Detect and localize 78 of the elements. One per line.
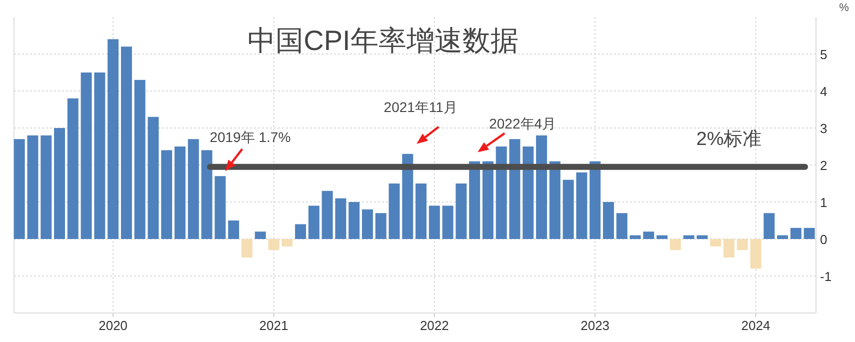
chart-title: 中国CPI年率增速数据: [248, 25, 518, 56]
bar: [228, 220, 240, 239]
y-tick-label: 2: [820, 158, 828, 173]
bar: [14, 139, 25, 239]
bar: [736, 239, 748, 250]
bar: [201, 150, 212, 239]
bar: [362, 209, 373, 239]
y-tick-label: 5: [820, 47, 828, 62]
bar: [549, 161, 560, 239]
bar: [696, 235, 708, 239]
bar: [616, 213, 628, 239]
bar: [335, 198, 346, 239]
bar: [67, 98, 78, 239]
bar: [214, 176, 226, 239]
annotation: 2019年 1.7%: [210, 129, 291, 146]
bar: [428, 206, 440, 239]
bar: [54, 128, 66, 239]
bar: [402, 154, 414, 239]
y-tick-label: 0: [820, 232, 828, 247]
bar: [456, 184, 467, 239]
bar: [268, 239, 280, 250]
bar: [322, 190, 333, 239]
bar: [348, 202, 360, 239]
bar: [710, 239, 722, 246]
annotation: 2021年11月: [384, 98, 458, 115]
bar: [576, 172, 588, 239]
y-tick-label: 3: [820, 121, 828, 136]
bar: [254, 232, 266, 239]
bar: [764, 213, 775, 239]
x-tick-label: 2021: [259, 318, 288, 333]
bar: [790, 228, 802, 239]
bar: [602, 202, 614, 239]
bar: [590, 161, 601, 239]
bar: [27, 135, 38, 239]
y-axis-title: %: [839, 2, 850, 14]
bar: [656, 235, 668, 239]
bar: [388, 184, 400, 239]
bar: [282, 239, 293, 246]
bar: [40, 135, 52, 239]
bar: [469, 161, 480, 239]
bar: [683, 235, 694, 239]
bar: [148, 116, 159, 239]
bar: [509, 139, 520, 239]
bar: [416, 184, 427, 239]
bar: [442, 206, 454, 239]
bar: [108, 39, 119, 239]
bar: [308, 206, 320, 239]
bar: [630, 235, 641, 239]
bar: [777, 235, 788, 239]
x-tick-label: 2022: [420, 318, 449, 333]
bar: [522, 146, 534, 239]
ref-line-label: 2%标准: [696, 128, 762, 150]
y-tick-label: -1: [820, 269, 832, 284]
bar: [120, 46, 132, 239]
bar: [643, 232, 654, 239]
x-tick-label: 2024: [741, 318, 770, 333]
bar: [174, 146, 186, 239]
bar: [496, 146, 507, 239]
bar: [188, 139, 199, 239]
bar: [80, 72, 92, 239]
bar: [536, 135, 548, 239]
annotation: 2022年4月: [489, 115, 556, 132]
bar: [94, 72, 106, 239]
bar: [670, 239, 681, 250]
y-tick-label: 4: [820, 84, 828, 99]
bar: [482, 161, 494, 239]
x-tick-label: 2020: [98, 318, 128, 333]
bar: [241, 239, 252, 258]
bar: [161, 150, 172, 239]
bar: [375, 213, 386, 239]
bar: [804, 228, 815, 239]
bar: [750, 239, 762, 269]
bar: [562, 180, 574, 239]
y-tick-label: 1: [820, 195, 828, 210]
bar: [134, 80, 146, 239]
bar: [723, 239, 734, 258]
x-tick-label: 2023: [580, 318, 610, 333]
bar: [295, 224, 306, 239]
